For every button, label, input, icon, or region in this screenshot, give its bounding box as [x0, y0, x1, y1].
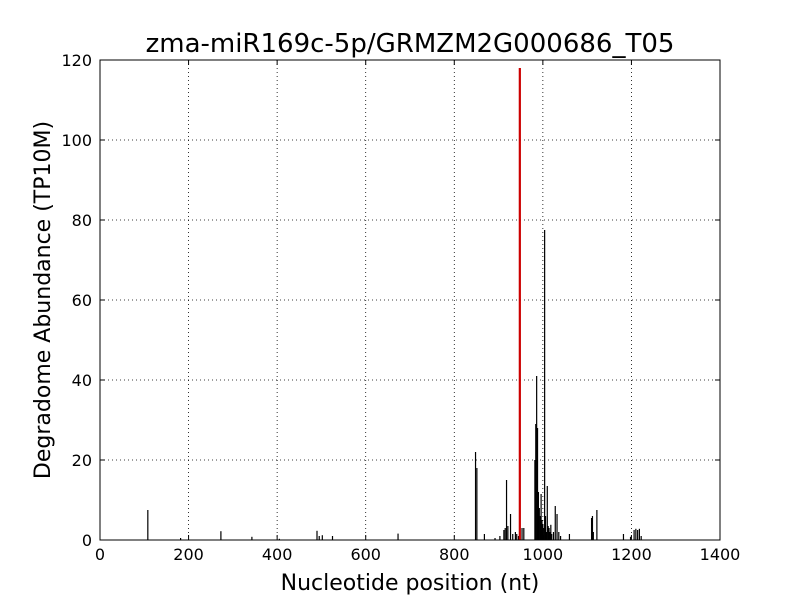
x-tick-label: 600 [350, 545, 381, 564]
chart-title: zma-miR169c-5p/GRMZM2G000686_T05 [146, 29, 675, 59]
x-tick-label: 1200 [611, 545, 652, 564]
x-tick-label: 0 [95, 545, 105, 564]
x-tick-label: 1000 [522, 545, 563, 564]
x-tick-label: 1400 [700, 545, 741, 564]
y-tick-label: 0 [82, 531, 92, 550]
y-tick-label: 100 [61, 131, 92, 150]
x-tick-label: 200 [173, 545, 204, 564]
x-tick-label: 800 [439, 545, 470, 564]
grid-layer [100, 60, 720, 540]
y-tick-label: 80 [72, 211, 92, 230]
y-tick-label: 120 [61, 51, 92, 70]
y-tick-label: 20 [72, 451, 92, 470]
x-axis-label: Nucleotide position (nt) [281, 571, 540, 596]
x-tick-label: 400 [262, 545, 293, 564]
y-tick-label: 40 [72, 371, 92, 390]
y-tick-label: 60 [72, 291, 92, 310]
bars-layer [147, 230, 642, 540]
ticks-layer: 0 200 400 600 800 1000 1200 1400 0 20 40 60 80 100 120 [61, 51, 740, 564]
y-axis-label: Degradome Abundance (TP10M) [31, 121, 56, 479]
